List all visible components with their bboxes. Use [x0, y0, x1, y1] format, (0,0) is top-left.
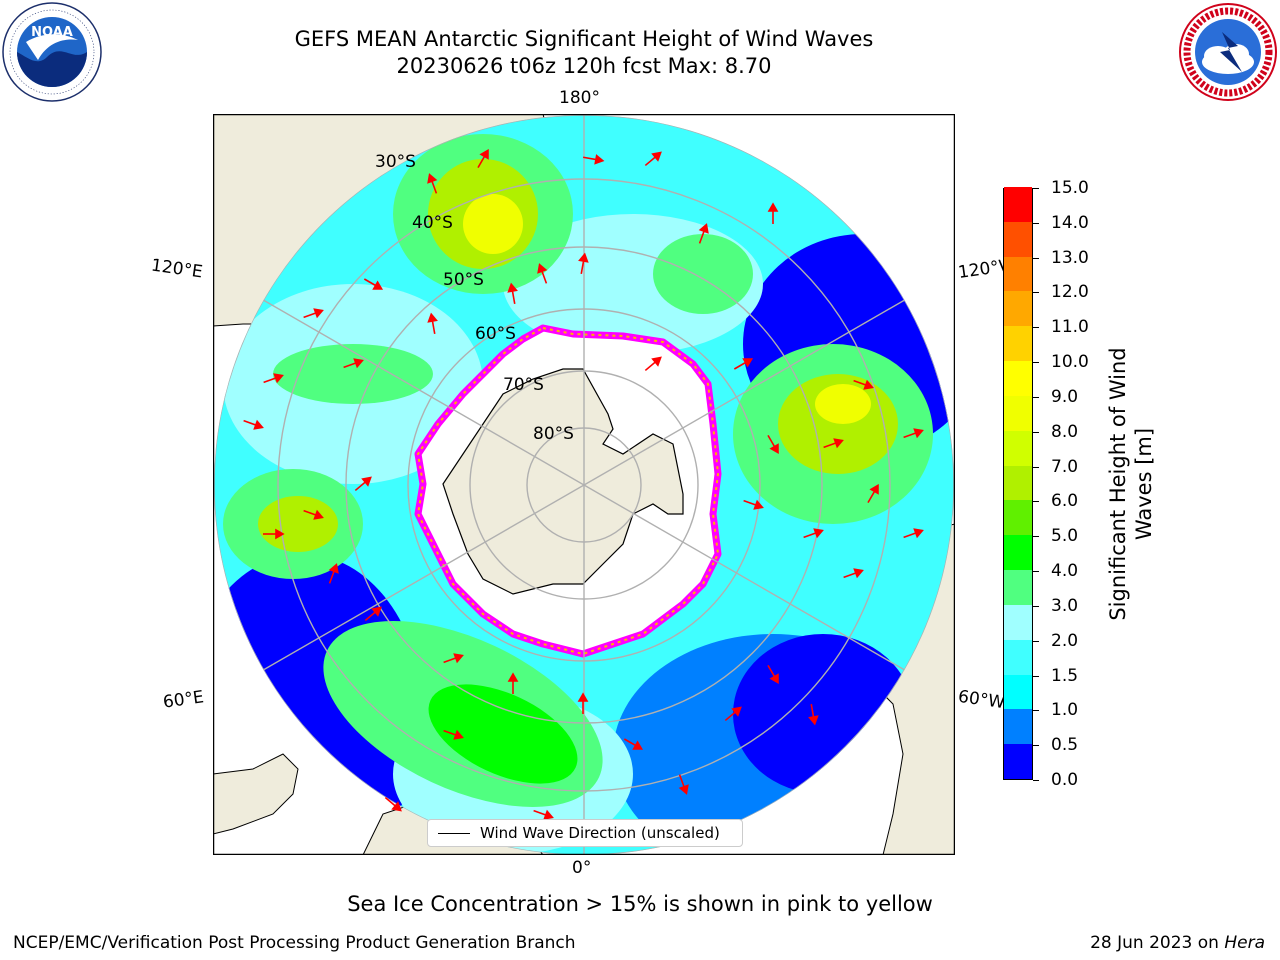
lon-label-120e: 120°E	[149, 255, 204, 283]
map-legend: Wind Wave Direction (unscaled)	[427, 819, 743, 847]
colorbar-tick	[1033, 710, 1039, 712]
footer-date: 28 Jun 2023 on Hera	[1090, 932, 1265, 954]
colorbar-segment	[1004, 604, 1032, 640]
colorbar-tick-label: 9.0	[1051, 386, 1079, 407]
colorbar-segment	[1004, 708, 1032, 745]
map-canvas	[213, 114, 955, 855]
antarctica-land	[442, 368, 684, 595]
colorbar-tick	[1033, 327, 1039, 329]
lat-label-40s: 40°S	[412, 213, 453, 233]
colorbar-tick	[1033, 745, 1039, 747]
lat-label-60s: 60°S	[475, 324, 516, 344]
colorbar-title: Significant Height of Wind Waves [m]	[1106, 347, 1156, 621]
colorbar-tick-label: 12.0	[1051, 282, 1089, 303]
colorbar-segment	[1004, 639, 1032, 675]
africa-land	[213, 753, 299, 835]
colorbar-tick	[1033, 362, 1039, 364]
colorbar-tick-label: 8.0	[1051, 421, 1079, 442]
colorbar-tick-label: 7.0	[1051, 456, 1079, 477]
noaa-logo: NOAA	[2, 2, 102, 102]
colorbar-tick	[1033, 780, 1039, 781]
lat-label-70s: 70°S	[503, 375, 544, 395]
colorbar-segment	[1004, 360, 1032, 396]
colorbar-tick-label: 10.0	[1051, 352, 1089, 373]
colorbar-segment	[1004, 569, 1032, 605]
chart-title: GEFS MEAN Antarctic Significant Height o…	[294, 27, 874, 51]
colorbar-segment	[1004, 325, 1032, 362]
sea-ice-note: Sea Ice Concentration > 15% is shown in …	[347, 892, 933, 916]
colorbar-tick-label: 2.0	[1051, 630, 1079, 651]
colorbar-tick-label: 0.0	[1051, 770, 1079, 790]
lat-label-30s: 30°S	[375, 152, 416, 172]
polar-map: 180° 0° 120°E 120°W 60°E 60°W 30°S 40°S …	[150, 88, 1017, 878]
colorbar-tick-label: 4.0	[1051, 561, 1079, 582]
lon-label-180: 180°	[559, 88, 600, 108]
colorbar-tick	[1033, 466, 1039, 468]
colorbar-tick	[1033, 292, 1039, 294]
colorbar-segment	[1004, 430, 1032, 466]
colorbar-tick-label: 14.0	[1051, 212, 1089, 233]
colorbar-segment	[1004, 256, 1032, 292]
nws-logo	[1179, 3, 1277, 101]
colorbar-tick	[1033, 188, 1039, 189]
lat-label-50s: 50°S	[443, 270, 484, 290]
colorbar-tick	[1033, 396, 1039, 398]
colorbar-segment	[1004, 290, 1032, 327]
colorbar-segment	[1004, 465, 1032, 501]
svg-text:NOAA: NOAA	[31, 25, 73, 40]
colorbar-tick-label: 11.0	[1051, 317, 1089, 338]
colorbar-segment	[1004, 186, 1032, 222]
footer-org: NCEP/EMC/Verification Post Processing Pr…	[13, 933, 576, 953]
wave-direction-arrows	[243, 148, 924, 820]
colorbar-tick	[1033, 605, 1039, 607]
map-border	[213, 114, 955, 855]
lon-label-60e: 60°E	[161, 687, 206, 713]
colorbar-tick	[1033, 640, 1039, 642]
colorbar-tick	[1033, 536, 1039, 538]
legend-label: Wind Wave Direction (unscaled)	[480, 824, 720, 842]
colorbar-tick-label: 5.0	[1051, 526, 1079, 547]
colorbar-tick-label: 0.5	[1051, 735, 1079, 756]
lon-label-0: 0°	[572, 858, 592, 878]
colorbar-segment	[1004, 743, 1032, 779]
colorbar-tick-label: 13.0	[1051, 247, 1089, 268]
colorbar	[1003, 186, 1033, 780]
colorbar-tick-label: 3.0	[1051, 595, 1079, 616]
footer-date-text: 28 Jun 2023 on	[1090, 933, 1225, 953]
colorbar-segment	[1004, 395, 1032, 431]
chart-subtitle: 20230626 t06z 120h fcst Max: 8.70	[396, 54, 772, 78]
legend-line-swatch	[438, 832, 470, 834]
colorbar-tick-label: 1.0	[1051, 700, 1079, 721]
colorbar-segment	[1004, 499, 1032, 536]
colorbar-tick-label: 1.5	[1051, 665, 1079, 686]
colorbar-tick	[1033, 431, 1039, 433]
colorbar-tick	[1033, 257, 1039, 259]
lon-label-60w: 60°W	[956, 686, 1007, 714]
colorbar-segment	[1004, 534, 1032, 571]
colorbar-tick	[1033, 222, 1039, 224]
colorbar-tick	[1033, 675, 1039, 677]
colorbar-segment	[1004, 221, 1032, 257]
footer-machine: Hera	[1224, 933, 1265, 953]
colorbar-tick	[1033, 571, 1039, 573]
colorbar-tick-label: 15.0	[1051, 178, 1089, 198]
lat-label-80s: 80°S	[533, 424, 574, 444]
colorbar-tick-label: 6.0	[1051, 491, 1079, 512]
colorbar-tick	[1033, 501, 1039, 503]
colorbar-segment	[1004, 674, 1032, 710]
